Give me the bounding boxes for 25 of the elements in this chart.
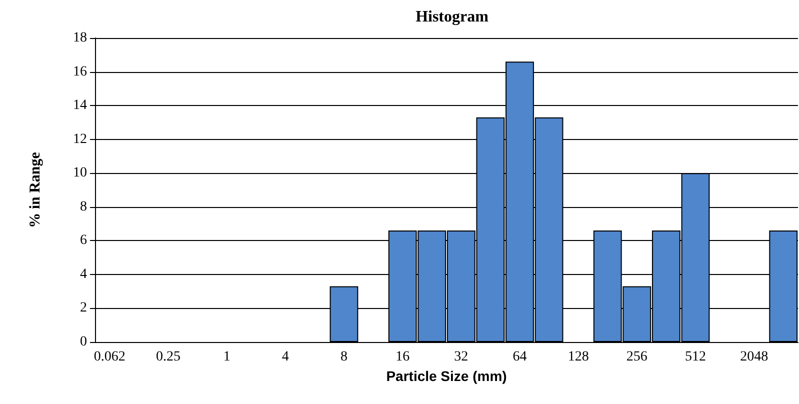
y-axis-title: % in Range bbox=[28, 152, 44, 228]
y-tick-label: 6 bbox=[80, 233, 87, 248]
x-tick-label: 256 bbox=[626, 350, 648, 364]
y-tick-label: 2 bbox=[80, 300, 87, 316]
y-tick-label: 10 bbox=[73, 166, 87, 181]
y-tick-label: 12 bbox=[73, 132, 87, 147]
y-tick-label: 16 bbox=[73, 64, 87, 80]
x-tick-label: 16 bbox=[396, 350, 410, 364]
y-tick-label: 4 bbox=[80, 266, 87, 282]
x-axis-title: Particle Size (mm) bbox=[386, 368, 507, 384]
chart-title: Histogram bbox=[416, 8, 490, 26]
x-tick-label: 32 bbox=[454, 350, 468, 364]
y-tick-label: 8 bbox=[80, 199, 87, 214]
x-tick-label: 2048 bbox=[740, 350, 768, 364]
x-tick-label: 0.062 bbox=[94, 350, 126, 364]
x-tick-label: 64 bbox=[512, 350, 527, 364]
y-tick-label: 14 bbox=[73, 98, 87, 114]
x-tick-label: 0.25 bbox=[156, 350, 180, 364]
x-tick-label: 8 bbox=[340, 350, 348, 364]
x-tick-label: 1 bbox=[223, 350, 230, 364]
y-tick-label: 18 bbox=[73, 30, 87, 46]
x-tick-label: 512 bbox=[684, 350, 706, 364]
y-tick-label: 0 bbox=[80, 334, 87, 350]
x-tick-label: 4 bbox=[282, 350, 289, 364]
x-tick-label: 128 bbox=[568, 350, 589, 364]
